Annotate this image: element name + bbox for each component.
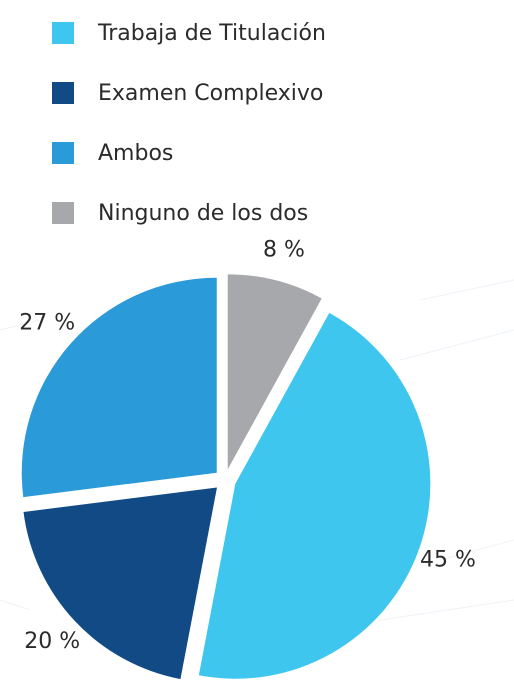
legend-label: Ninguno de los dos — [98, 201, 308, 226]
legend-label: Examen Complexivo — [98, 81, 323, 106]
legend-swatch — [52, 22, 74, 44]
pie-slice — [227, 274, 322, 470]
pie-slice — [198, 312, 431, 679]
slice-label: 27 % — [19, 310, 75, 335]
pie-slice — [23, 487, 217, 680]
background-decor — [0, 279, 514, 621]
slice-label: 20 % — [24, 629, 80, 654]
pie-slice — [21, 277, 217, 498]
legend-swatch — [52, 82, 74, 104]
legend-swatch — [52, 202, 74, 224]
slice-label: 45 % — [420, 547, 476, 572]
legend-label: Ambos — [98, 141, 173, 166]
legend-label: Trabaja de Titulación — [97, 21, 326, 46]
slice-label: 8 % — [263, 237, 305, 262]
legend-swatch — [52, 142, 74, 164]
